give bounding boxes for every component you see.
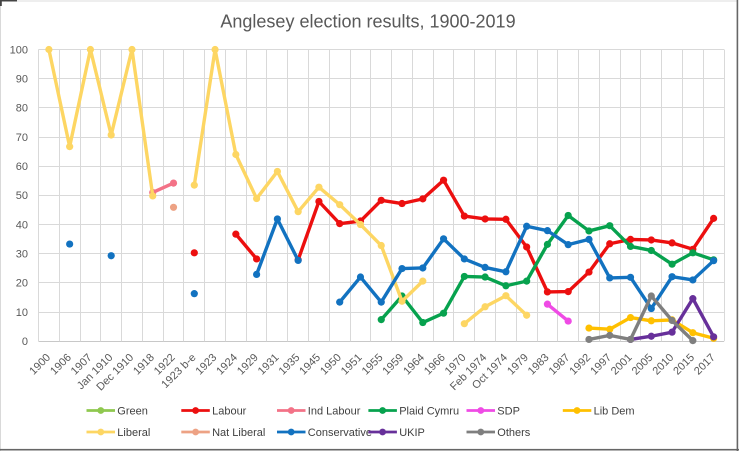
svg-text:Labour: Labour — [212, 406, 247, 418]
svg-text:90: 90 — [16, 74, 28, 86]
svg-text:Others: Others — [497, 427, 531, 439]
svg-text:50: 50 — [16, 190, 28, 202]
svg-text:100: 100 — [10, 44, 28, 56]
svg-text:20: 20 — [16, 278, 28, 290]
svg-text:0: 0 — [22, 336, 28, 348]
svg-text:Liberal: Liberal — [117, 427, 150, 439]
svg-text:UKIP: UKIP — [399, 427, 425, 439]
svg-text:80: 80 — [16, 103, 28, 115]
svg-text:Ind Labour: Ind Labour — [308, 406, 361, 418]
svg-text:Lib Dem: Lib Dem — [594, 406, 635, 418]
svg-text:40: 40 — [16, 219, 28, 231]
svg-text:60: 60 — [16, 161, 28, 173]
svg-text:Anglesey election results, 190: Anglesey election results, 1900-2019 — [220, 12, 515, 32]
svg-text:Nat Liberal: Nat Liberal — [212, 427, 265, 439]
svg-text:30: 30 — [16, 249, 28, 261]
svg-text:10: 10 — [16, 307, 28, 319]
svg-text:70: 70 — [16, 132, 28, 144]
svg-text:Conservative: Conservative — [308, 427, 372, 439]
svg-text:Green: Green — [117, 406, 148, 418]
svg-text:SDP: SDP — [497, 406, 520, 418]
svg-text:Plaid Cymru: Plaid Cymru — [399, 406, 459, 418]
